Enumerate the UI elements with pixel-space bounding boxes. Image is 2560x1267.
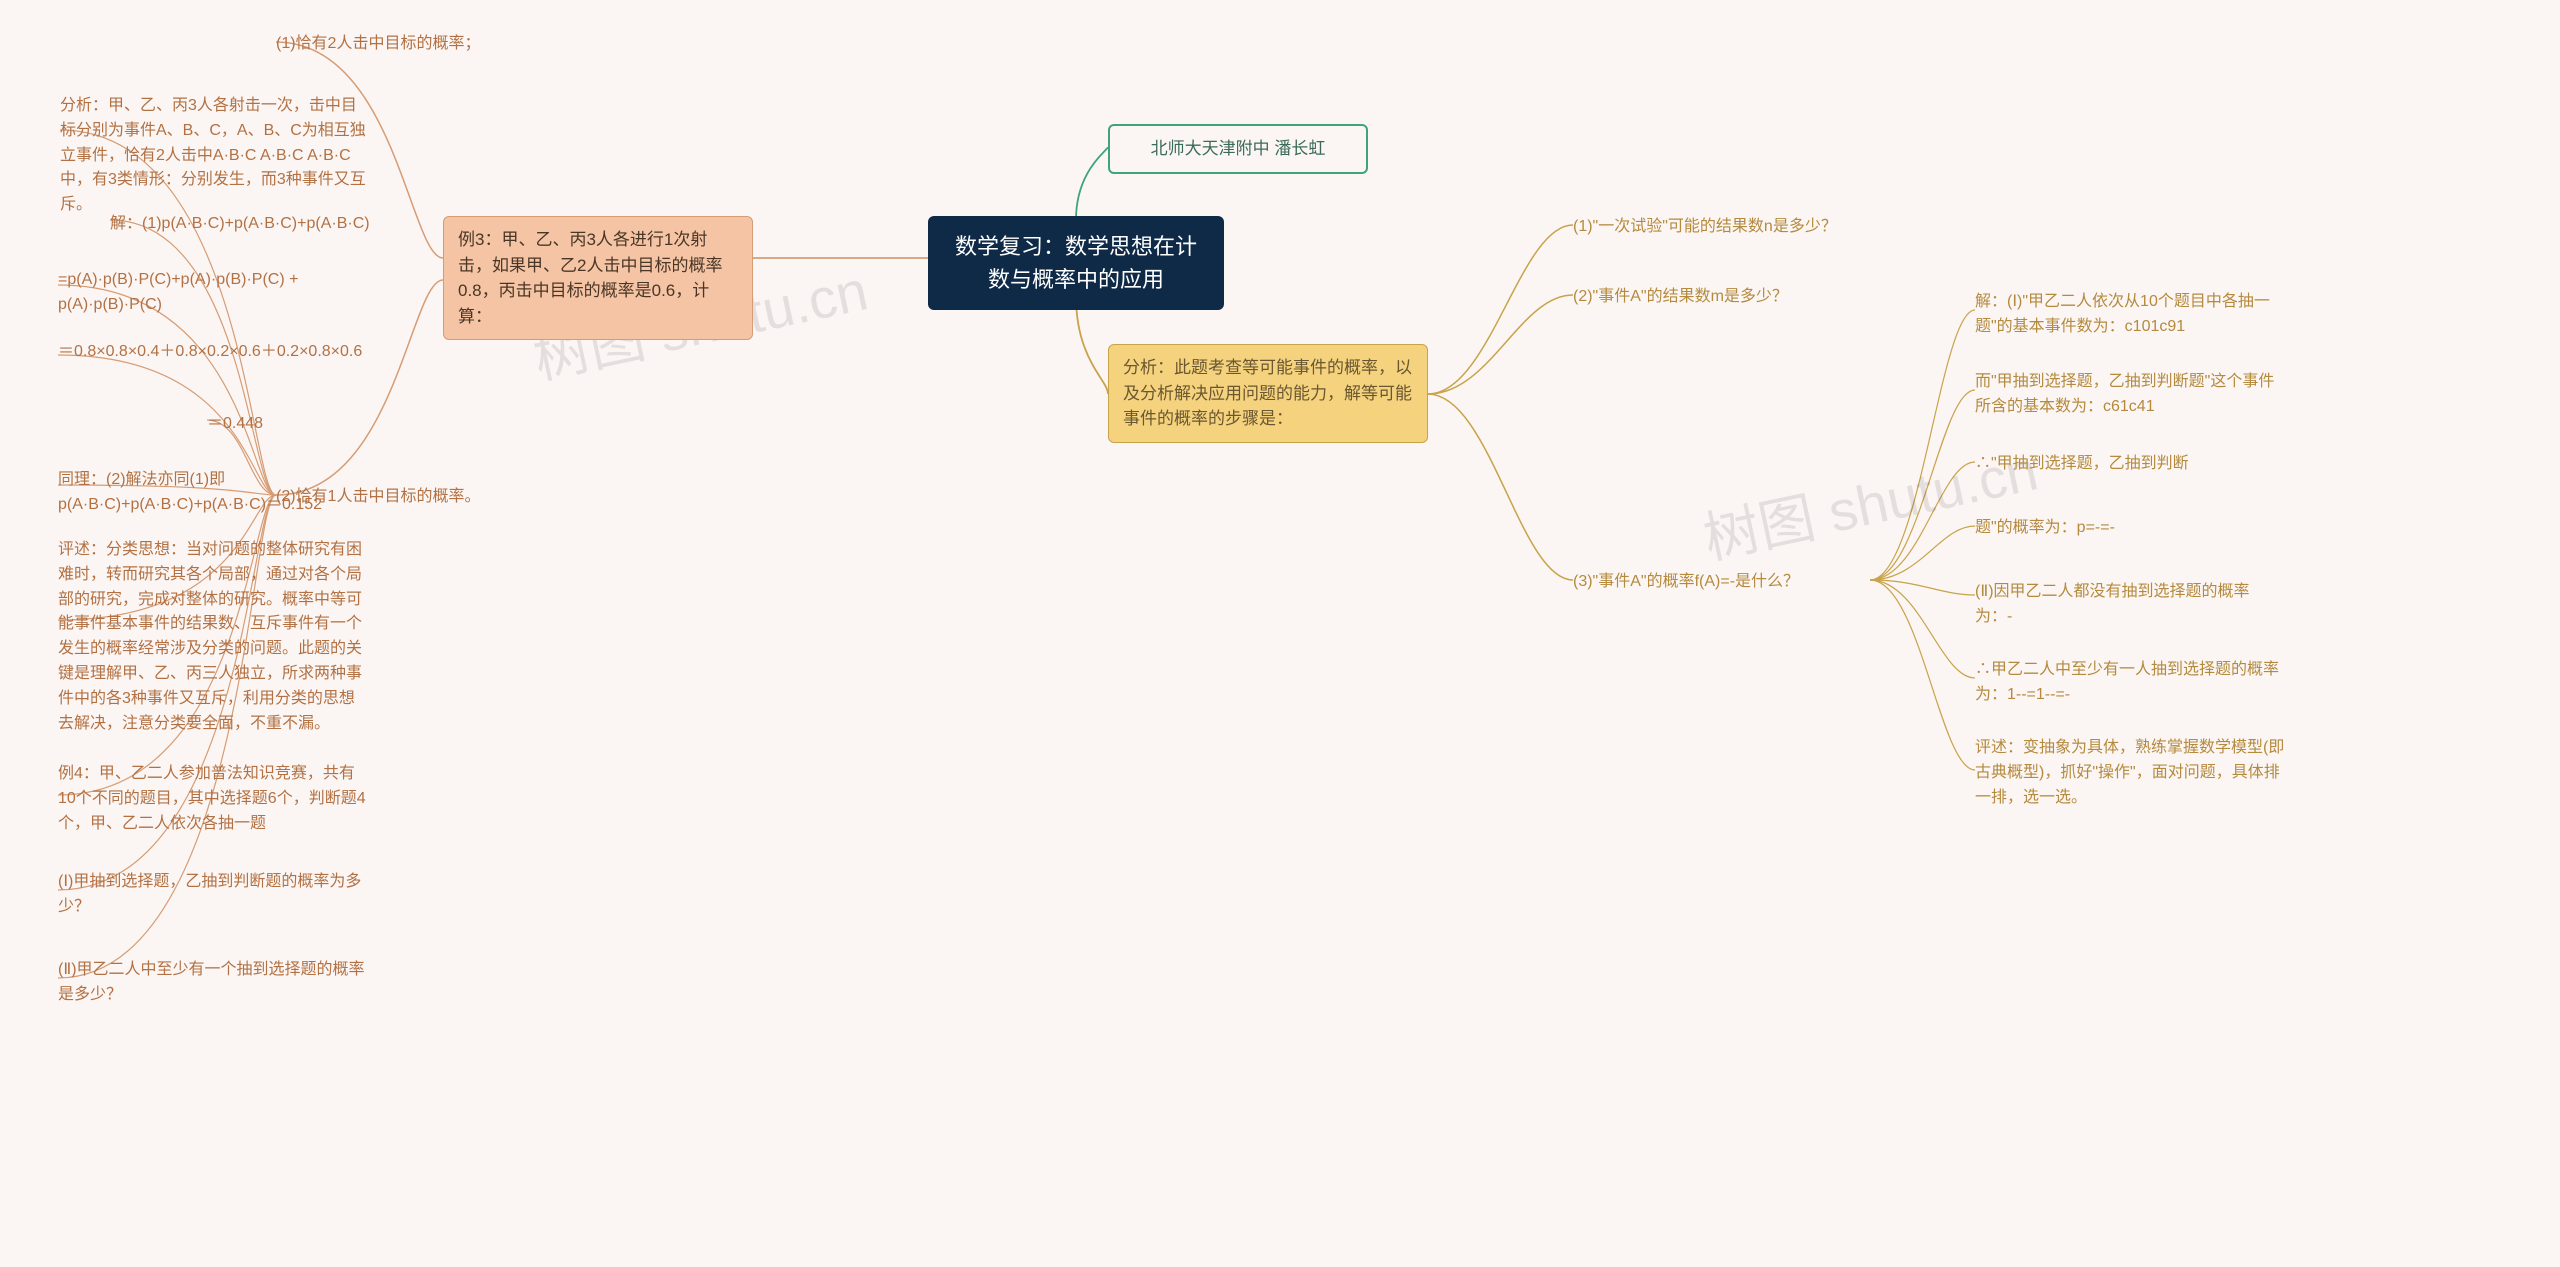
right-leaf-4: (Ⅱ)因甲乙二人都没有抽到选择题的概率为：-	[1975, 580, 2285, 630]
watermark: 树图 shutu.cn	[1695, 426, 2044, 576]
left-leaf-8: (Ⅰ)甲抽到选择题，乙抽到判断题的概率为多少？	[58, 870, 368, 920]
analysis-node[interactable]: 分析：此题考查等可能事件的概率，以及分析解决应用问题的能力，解等可能事件的概率的…	[1108, 344, 1428, 443]
left-leaf-7: 例4：甲、乙二人参加普法知识竞赛，共有10个不同的题目，其中选择题6个，判断题4…	[58, 762, 368, 836]
right-leaf-5: ∴甲乙二人中至少有一人抽到选择题的概率为：1--=1--=-	[1975, 658, 2285, 708]
author-node[interactable]: 北师大天津附中 潘长虹	[1108, 124, 1368, 174]
right-leaf-3: 题"的概率为：p=-=-	[1975, 516, 2285, 541]
left-leaf-0: 分析：甲、乙、丙3人各射击一次，击中目标分别为事件A、B、C，A、B、C为相互独…	[60, 94, 370, 218]
example3-node[interactable]: 例3：甲、乙、丙3人各进行1次射击，如果甲、乙2人击中目标的概率0.8，丙击中目…	[443, 216, 753, 340]
root-node[interactable]: 数学复习：数学思想在计 数与概率中的应用	[928, 216, 1224, 310]
left-leaf-5: 同理：(2)解法亦同(1)即p(A·B·C)+p(A·B·C)+p(A·B·C)…	[58, 468, 368, 518]
right-leaf-6: 评述：变抽象为具体，熟练掌握数学模型(即古典概型)，抓好"操作"，面对问题，具体…	[1975, 736, 2285, 810]
right-leaf-2: ∴"甲抽到选择题，乙抽到判断	[1975, 452, 2285, 477]
left-leaf-4: ＝0.448	[207, 412, 367, 437]
right-sub-1[interactable]: (2)"事件A"的结果数m是多少？	[1573, 285, 1873, 310]
left-leaf-3: ＝0.8×0.8×0.4＋0.8×0.2×0.6＋0.2×0.8×0.6	[58, 340, 368, 365]
right-leaf-0: 解：(Ⅰ)"甲乙二人依次从10个题目中各抽一题"的基本事件数为：c101c91	[1975, 290, 2285, 340]
right-leaf-1: 而"甲抽到选择题，乙抽到判断题"这个事件所含的基本数为：c61c41	[1975, 370, 2285, 420]
left-leaf-1: 解：(1)p(A·B·C)+p(A·B·C)+p(A·B·C)	[110, 212, 370, 237]
edges	[0, 0, 2560, 1267]
left-leaf-6: 评述：分类思想：当对问题的整体研究有困难时，转而研究其各个局部，通过对各个局部的…	[58, 538, 368, 736]
right-sub-0[interactable]: (1)"一次试验"可能的结果数n是多少？	[1573, 215, 1873, 240]
left-sub-0[interactable]: (1)恰有2人击中目标的概率；	[276, 32, 516, 57]
left-leaf-9: (Ⅱ)甲乙二人中至少有一个抽到选择题的概率是多少？	[58, 958, 368, 1008]
right-sub-2[interactable]: (3)"事件A"的概率f(A)=-是什么？	[1573, 570, 1873, 595]
left-leaf-2: =p(A)·p(B)·P(C)+p(A)·p(B)·P(C) + p(A)·p(…	[58, 268, 368, 318]
